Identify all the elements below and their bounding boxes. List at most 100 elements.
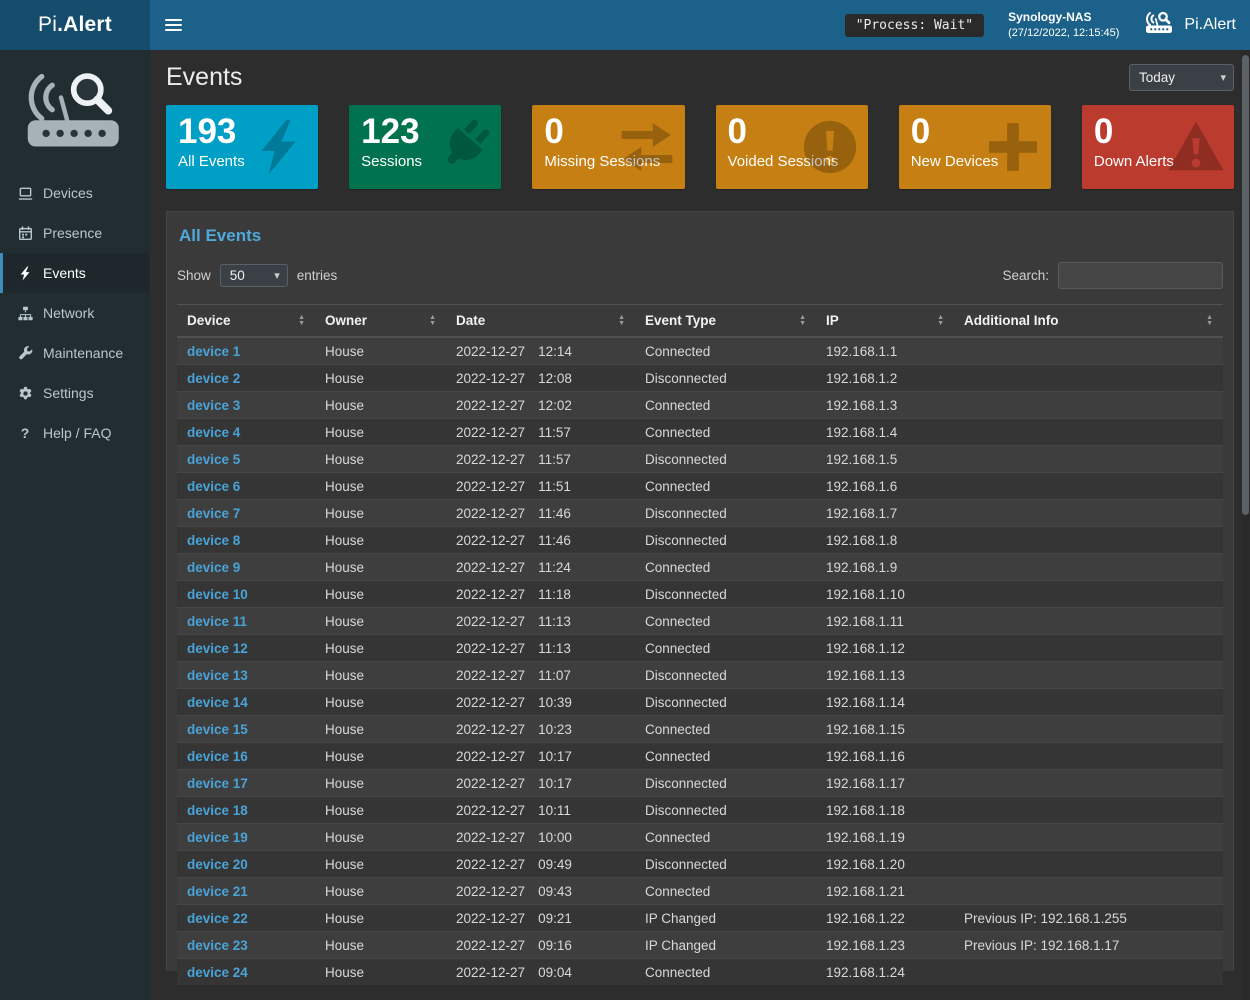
device-link[interactable]: device 9 xyxy=(187,559,241,575)
date-cell: 2022-12-27 11:13 xyxy=(446,634,635,662)
device-link[interactable]: device 17 xyxy=(187,775,248,791)
host-info: Synology-NAS (27/12/2022, 12:15:45) xyxy=(1008,9,1119,41)
date-cell: 2022-12-27 11:18 xyxy=(446,580,635,608)
additional-info-cell xyxy=(954,445,1223,473)
column-header-date[interactable]: Date ▲ ▼ xyxy=(446,304,635,338)
date-cell: 2022-12-27 10:17 xyxy=(446,742,635,770)
device-link[interactable]: device 8 xyxy=(187,532,241,548)
device-link[interactable]: device 19 xyxy=(187,829,248,845)
device-link[interactable]: device 23 xyxy=(187,937,248,953)
additional-info-cell xyxy=(954,364,1223,392)
device-link[interactable]: device 18 xyxy=(187,802,248,818)
owner-cell: House xyxy=(315,526,446,554)
device-link[interactable]: device 4 xyxy=(187,424,241,440)
scrollbar-track[interactable] xyxy=(1241,50,1250,1000)
host-timestamp: (27/12/2022, 12:15:45) xyxy=(1008,26,1120,39)
column-header-event-type[interactable]: Event Type ▲ ▼ xyxy=(635,304,816,338)
event-type-cell: Disconnected xyxy=(635,499,816,527)
ip-cell: 192.168.1.19 xyxy=(816,823,954,851)
table-row: device 8 House 2022-12-27 11:46 Disconnec… xyxy=(177,526,1223,554)
event-type-cell: Disconnected xyxy=(635,850,816,878)
device-link[interactable]: device 13 xyxy=(187,667,248,683)
device-link[interactable]: device 14 xyxy=(187,694,248,710)
additional-info-cell xyxy=(954,769,1223,797)
table-row: device 19 House 2022-12-27 10:00 Connecte… xyxy=(177,823,1223,851)
events-table: Device ▲ ▼ Owner ▲ ▼ Date ▲ ▼ Event Type ▲ ▼… xyxy=(177,304,1223,985)
period-select[interactable]: Today xyxy=(1129,64,1234,91)
device-link[interactable]: device 2 xyxy=(187,370,241,386)
sidebar-item-devices[interactable]: Devices xyxy=(0,173,150,213)
owner-cell: House xyxy=(315,580,446,608)
device-link[interactable]: device 5 xyxy=(187,451,241,467)
sidebar-item-settings[interactable]: Settings xyxy=(0,373,150,413)
event-type-cell: Disconnected xyxy=(635,661,816,689)
owner-cell: House xyxy=(315,472,446,500)
additional-info-cell xyxy=(954,472,1223,500)
column-header-device[interactable]: Device ▲ ▼ xyxy=(177,304,315,338)
owner-cell: House xyxy=(315,742,446,770)
ip-cell: 192.168.1.24 xyxy=(816,958,954,985)
event-type-cell: Disconnected xyxy=(635,526,816,554)
sidebar-item-events[interactable]: Events xyxy=(0,253,150,293)
device-link[interactable]: device 1 xyxy=(187,343,241,359)
sidebar-item-help-faq[interactable]: ? Help / FAQ xyxy=(0,413,150,453)
event-type-cell: Disconnected xyxy=(635,445,816,473)
device-link[interactable]: device 3 xyxy=(187,397,241,413)
date-cell: 2022-12-27 09:16 xyxy=(446,931,635,959)
ip-cell: 192.168.1.7 xyxy=(816,499,954,527)
device-link[interactable]: device 22 xyxy=(187,910,248,926)
table-row: device 18 House 2022-12-27 10:11 Disconne… xyxy=(177,796,1223,824)
event-type-cell: Connected xyxy=(635,472,816,500)
scrollbar-thumb[interactable] xyxy=(1242,55,1249,515)
table-row: device 3 House 2022-12-27 12:02 Connected… xyxy=(177,391,1223,419)
column-header-owner[interactable]: Owner ▲ ▼ xyxy=(315,304,446,338)
event-type-cell: IP Changed xyxy=(635,931,816,959)
table-row: device 17 House 2022-12-27 10:17 Disconne… xyxy=(177,769,1223,797)
date-cell: 2022-12-27 11:13 xyxy=(446,607,635,635)
events-table-body: device 1 House 2022-12-27 12:14 Connected… xyxy=(177,336,1223,985)
additional-info-cell xyxy=(954,877,1223,905)
process-status-badge: "Process: Wait" xyxy=(844,13,985,37)
hamburger-menu-button[interactable] xyxy=(150,0,196,50)
device-link[interactable]: device 6 xyxy=(187,478,241,494)
stat-card: 0 Voided Sessions xyxy=(715,105,868,189)
device-link[interactable]: device 10 xyxy=(187,586,248,602)
device-link[interactable]: device 15 xyxy=(187,721,248,737)
topbar-right: "Process: Wait" Synology-NAS (27/12/2022… xyxy=(844,0,1250,50)
device-link[interactable]: device 21 xyxy=(187,883,248,899)
search-input[interactable] xyxy=(1058,262,1223,289)
owner-cell: House xyxy=(315,958,446,985)
device-link[interactable]: device 7 xyxy=(187,505,241,521)
sidebar-item-network[interactable]: Network xyxy=(0,293,150,333)
sort-icon: ▲ ▼ xyxy=(298,313,305,327)
sidebar-item-maintenance[interactable]: Maintenance xyxy=(0,333,150,373)
date-cell: 2022-12-27 11:46 xyxy=(446,499,635,527)
table-row: device 13 House 2022-12-27 11:07 Disconne… xyxy=(177,661,1223,689)
device-link[interactable]: device 11 xyxy=(187,613,248,629)
device-link[interactable]: device 12 xyxy=(187,640,248,656)
column-header-ip[interactable]: IP ▲ ▼ xyxy=(816,304,954,338)
topbar: Pi .Alert "Process: Wait" Synology-NAS (2… xyxy=(0,0,1250,50)
warning-triangle-icon xyxy=(1167,118,1225,176)
stat-card: 0 New Devices xyxy=(898,105,1051,189)
brand-prefix: Pi xyxy=(38,13,58,36)
event-type-cell: Disconnected xyxy=(635,364,816,392)
stat-card-label: Down Alerts xyxy=(1093,153,1174,171)
sidebar-item-presence[interactable]: Presence xyxy=(0,213,150,253)
stat-card: 193 All Events xyxy=(166,105,319,189)
column-label: Date xyxy=(456,313,486,328)
sidebar-item-label: Help / FAQ xyxy=(43,425,112,441)
brand-logo[interactable]: Pi .Alert xyxy=(0,0,150,50)
device-link[interactable]: device 20 xyxy=(187,856,248,872)
sidebar-item-label: Settings xyxy=(43,385,94,401)
owner-cell: House xyxy=(315,796,446,824)
device-link[interactable]: device 24 xyxy=(187,964,248,980)
owner-cell: House xyxy=(315,445,446,473)
ip-cell: 192.168.1.6 xyxy=(816,472,954,500)
device-link[interactable]: device 16 xyxy=(187,748,248,764)
ip-cell: 192.168.1.16 xyxy=(816,742,954,770)
show-label: Show xyxy=(177,268,211,283)
column-header-additional-info[interactable]: Additional Info ▲ ▼ xyxy=(954,304,1223,338)
event-type-cell: Connected xyxy=(635,336,816,365)
page-size-select[interactable]: 50 xyxy=(219,264,288,287)
